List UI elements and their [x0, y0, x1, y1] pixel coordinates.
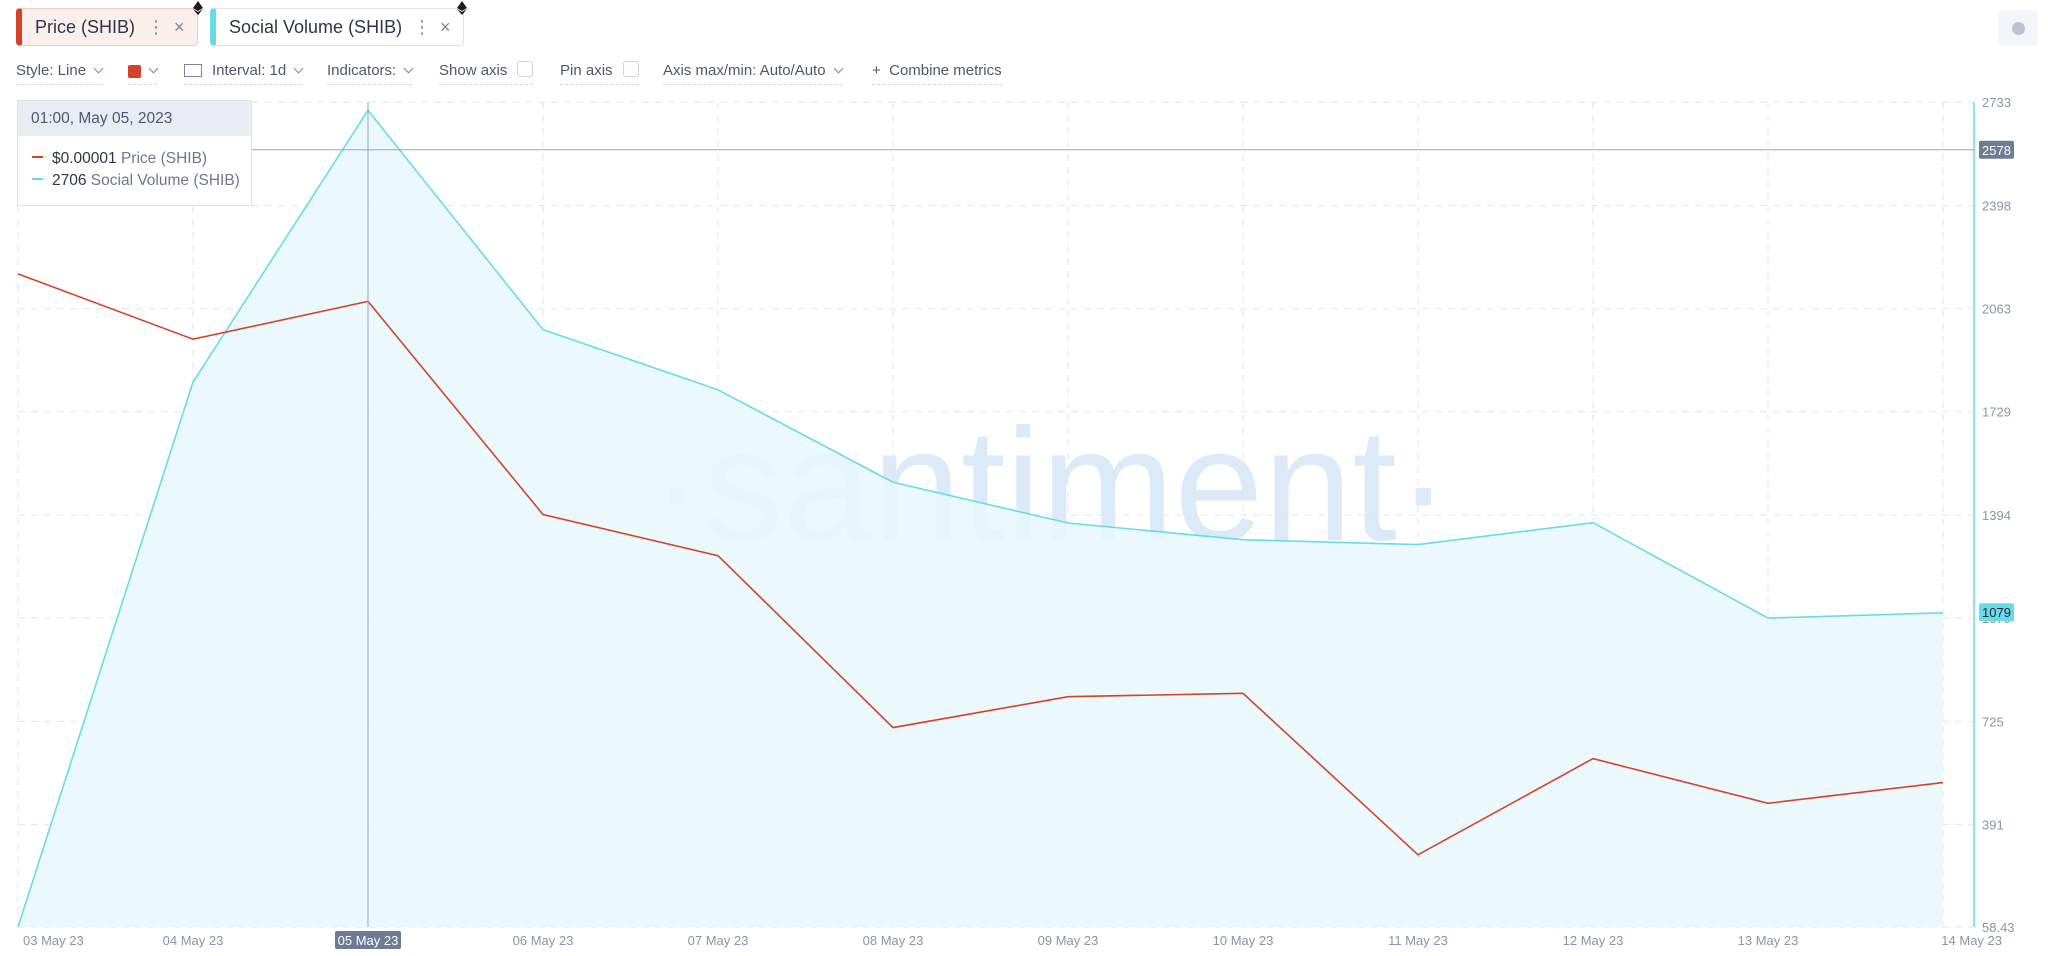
x-tick-label: 03 May 23 [23, 933, 84, 948]
x-tick-label: 08 May 23 [863, 933, 924, 948]
x-tick-label: 07 May 23 [688, 933, 749, 948]
show-axis-toggle[interactable]: Show axis [439, 61, 534, 86]
interval-dropdown[interactable]: Interval: 1d [184, 62, 304, 85]
x-highlight-badge [335, 931, 401, 949]
color-swatch [128, 64, 141, 78]
color-picker[interactable] [128, 62, 159, 85]
y-tick-label: 1729 [1982, 405, 2011, 420]
crosshair-value-badge-bg [1979, 140, 2014, 159]
pin-axis-toggle[interactable]: Pin axis [560, 61, 639, 86]
x-axis-ticks: 03 May 23 04 May 23 05 May 23 06 May 23 07 M… [23, 931, 2002, 949]
tooltip-row-price: $0.00001 Price (SHIB) [32, 150, 207, 168]
ruler-icon [184, 63, 202, 77]
price-line [17, 273, 1944, 856]
record-button[interactable] [1998, 10, 2038, 46]
y-tick-label: 2733 [1982, 95, 2011, 110]
y-tick-label: 2398 [1982, 198, 2011, 213]
x-tick-label: 10 May 23 [1213, 933, 1274, 948]
crosshair [18, 102, 1974, 927]
y-tick-label: 725 [1982, 714, 2004, 729]
axis-badges: 2578 1079 [1979, 140, 2014, 622]
ethereum-icon [193, 1, 203, 15]
tab-social-volume-label: Social Volume (SHIB) [229, 16, 403, 37]
x-tick-label: 14 May 23 [1941, 933, 2002, 948]
last-value-badge: 1079 [1982, 605, 2011, 620]
record-icon [2012, 22, 2025, 35]
axis-maxmin-dropdown[interactable]: Axis max/min: Auto/Auto [663, 62, 844, 85]
y-tick-label: 58.43 [1982, 920, 2015, 935]
tab-social-volume-close-icon[interactable]: × [440, 17, 451, 37]
x-tick-label: 09 May 23 [1038, 933, 1099, 948]
x-tick-label: 04 May 23 [163, 933, 224, 948]
tab-price-close-icon[interactable]: × [174, 17, 185, 37]
plus-icon: + [872, 62, 881, 79]
tooltip-row-social-volume: 2706 Social Volume (SHIB) [32, 172, 240, 190]
price-legend-marker [32, 155, 43, 158]
y-tick-label: 1394 [1982, 508, 2011, 523]
pin-axis-checkbox[interactable] [622, 61, 639, 78]
tab-price-menu-icon[interactable]: ⋮ [147, 17, 165, 37]
y-tick-label: 2063 [1982, 302, 2011, 317]
x-tick-label: 11 May 23 [1388, 933, 1448, 948]
x-tick-label: 05 May 23 [338, 933, 399, 948]
x-tick-label: 12 May 23 [1563, 933, 1624, 948]
chart-tooltip: 01:00, May 05, 2023 $0.00001 Price (SHIB… [17, 100, 252, 206]
social-volume-legend-marker [32, 177, 43, 180]
tab-price-label: Price (SHIB) [35, 16, 136, 37]
y-tick-label: 391 [1982, 817, 2004, 832]
tab-social-volume-menu-icon[interactable]: ⋮ [413, 17, 431, 37]
indicators-dropdown[interactable]: Indicators: [327, 62, 414, 85]
social-volume-line [17, 108, 1944, 928]
social-volume-area [18, 110, 1943, 928]
x-tick-label: 06 May 23 [513, 933, 574, 948]
combine-metrics-button[interactable]: + Combine metrics [872, 62, 1002, 85]
x-tick-label: 13 May 23 [1738, 933, 1799, 948]
tab-social-volume-shib[interactable]: Social Volume (SHIB) ⋮ × [210, 8, 464, 46]
tooltip-date: 01:00, May 05, 2023 [18, 101, 251, 136]
last-value-badge-bg [1979, 603, 2014, 622]
show-axis-checkbox[interactable] [517, 61, 534, 78]
ethereum-icon [457, 1, 467, 15]
crosshair-value-badge: 2578 [1982, 143, 2011, 158]
style-dropdown[interactable]: Style: Line [16, 62, 104, 85]
tab-price-shib[interactable]: Price (SHIB) ⋮ × [16, 8, 198, 46]
y-axis-ticks: 2733 2398 2063 1729 1394 1079 725 391 58.43 [1982, 95, 2015, 935]
